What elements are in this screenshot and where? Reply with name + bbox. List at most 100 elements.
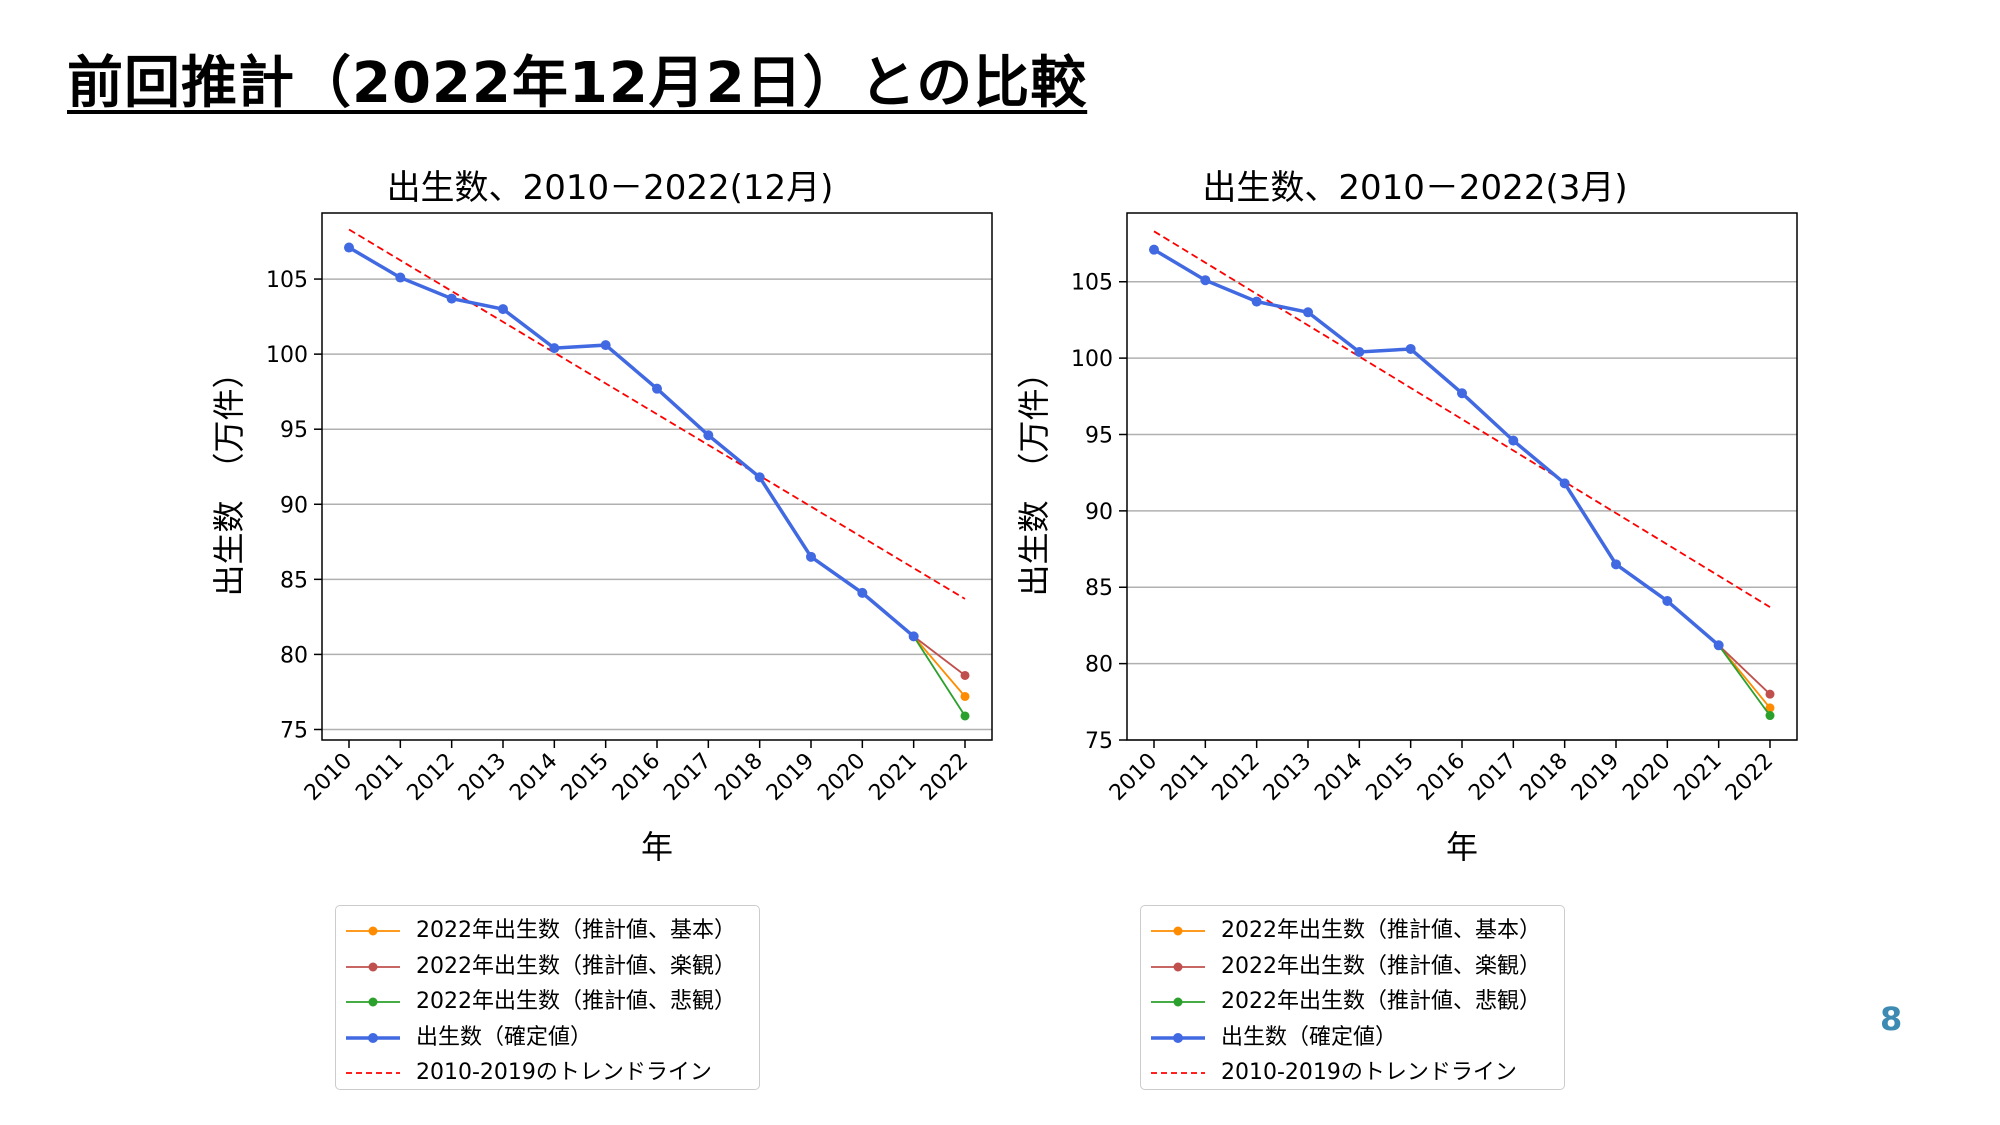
y-tick-label: 100 (1071, 347, 1113, 372)
legend-item: 2010-2019のトレンドライン (1149, 1056, 1559, 1090)
x-tick-label: 2018 (711, 749, 768, 806)
data-point (344, 242, 354, 253)
legend-label: 2022年出生数（推計値、悲観） (1221, 989, 1541, 1014)
data-point (1200, 275, 1211, 286)
legend-marker (1173, 997, 1183, 1007)
x-tick-label: 2012 (1208, 749, 1265, 806)
data-point (806, 551, 816, 562)
legend-label: 2022年出生数（推計値、楽観） (416, 953, 736, 979)
legend-item: 2010-2019のトレンドライン (344, 1056, 754, 1090)
y-tick-label: 85 (280, 568, 308, 593)
y-tick-label: 105 (266, 268, 308, 293)
data-point (754, 472, 765, 483)
legend-item: 2022年出生数（推計値、楽観） (1149, 950, 1559, 984)
x-tick-label: 2019 (762, 749, 819, 806)
series-line (348, 245, 915, 638)
data-point (1662, 595, 1673, 606)
y-tick-label: 85 (1085, 576, 1113, 601)
y-tick-label: 100 (266, 343, 308, 368)
y-tick-label: 95 (280, 418, 308, 443)
data-point (1251, 296, 1262, 307)
legend-marker (368, 926, 378, 936)
legend-marker (1173, 926, 1183, 936)
x-tick-label: 2019 (1567, 749, 1624, 806)
legend-marker (1173, 962, 1183, 971)
x-tick-label: 2017 (1464, 749, 1521, 806)
x-tick-label: 2022 (916, 749, 973, 806)
legend-label: 2022年出生数（推計値、悲観） (416, 989, 736, 1014)
x-tick-label: 2020 (1618, 749, 1675, 806)
trend-line (1153, 230, 1771, 608)
data-point (703, 430, 714, 441)
x-tick-label: 2018 (1516, 749, 1573, 806)
page-number: 8 (1880, 1000, 1903, 1038)
x-tick-label: 2015 (1362, 749, 1419, 806)
y-tick-label: 75 (280, 718, 308, 743)
x-tick-label: 2020 (813, 749, 870, 806)
legend-swatch (346, 1072, 400, 1074)
x-tick-label: 2010 (300, 749, 357, 806)
chart-title: 出生数、2010－2022(3月) (1202, 168, 1628, 208)
legend-marker (368, 962, 378, 971)
legend-marker (368, 997, 378, 1007)
legend-swatch (346, 997, 400, 1007)
legend-swatch (346, 1032, 400, 1043)
legend-item: 2022年出生数（推計値、楽観） (344, 950, 754, 984)
legend-label: 2022年出生数（推計値、基本） (1221, 918, 1541, 943)
legend-swatch (1151, 1072, 1205, 1074)
data-point (1765, 703, 1775, 713)
x-tick-label: 2012 (403, 749, 460, 806)
chart-legend: 2022年出生数（推計値、基本） 2022年出生数（推計値、楽観） 2022年出生数… (1140, 905, 1565, 1090)
series-line (913, 635, 966, 698)
data-point (960, 711, 970, 721)
x-tick-label: 2021 (1670, 749, 1727, 806)
data-point (960, 691, 970, 701)
data-point (1303, 307, 1313, 318)
chart-legend: 2022年出生数（推計値、基本） 2022年出生数（推計値、楽観） 2022年出生数… (335, 905, 760, 1090)
legend-label: 2022年出生数（推計値、楽観） (1221, 953, 1541, 979)
data-point (600, 340, 611, 351)
legend-marker (1173, 1032, 1183, 1043)
data-point (1559, 478, 1570, 489)
data-point (1508, 435, 1519, 446)
chart-march: 出生数、2010－2022(3月) 75 80 85 90 95 100 105 2010 20… (985, 160, 1845, 1100)
x-axis-label: 年 (641, 828, 673, 866)
legend-swatch (1151, 926, 1205, 936)
x-tick-label: 2011 (351, 749, 408, 806)
x-tick-label: 2015 (557, 749, 614, 806)
series-line (912, 635, 966, 717)
legend-item: 2022年出生数（推計値、悲観） (344, 985, 754, 1019)
data-point (1611, 559, 1621, 570)
series-line (913, 635, 966, 677)
x-tick-label: 2016 (1413, 749, 1470, 806)
y-axis-label: 出生数 （万件） (210, 356, 248, 596)
legend-swatch (1151, 997, 1205, 1007)
data-point (1457, 388, 1467, 399)
data-point (960, 670, 970, 680)
legend-swatch (1151, 1032, 1205, 1043)
data-point (395, 272, 406, 283)
x-tick-label: 2022 (1721, 749, 1778, 806)
y-tick-label: 90 (1085, 500, 1113, 525)
data-point (1354, 347, 1365, 358)
legend-item: 2022年出生数（推計値、悲観） (1149, 985, 1559, 1019)
legend-swatch (1151, 962, 1205, 971)
data-point (446, 293, 457, 304)
x-tick-label: 2013 (1259, 749, 1316, 806)
x-axis-label: 年 (1446, 828, 1478, 866)
x-tick-label: 2014 (505, 749, 562, 806)
y-axis-label: 出生数 （万件） (1015, 356, 1053, 596)
y-tick-label: 80 (280, 643, 308, 668)
chart-title: 出生数、2010－2022(12月) (386, 168, 834, 208)
data-point (1765, 711, 1775, 721)
legend-item: 出生数（確定値） (344, 1021, 754, 1055)
legend-label: 出生数（確定値） (1221, 1024, 1398, 1050)
legend-label: 2022年出生数（推計値、基本） (416, 918, 736, 943)
chart-plot: 75 80 85 90 95 100 105 201020112012201320142015… (210, 212, 993, 866)
chart-plot: 75 80 85 90 95 100 105 201020112012201320142015… (1015, 212, 1798, 866)
legend-swatch (346, 962, 400, 971)
x-tick-label: 2016 (608, 749, 665, 806)
legend-swatch (346, 926, 400, 936)
data-point (652, 383, 662, 394)
legend-item: 2022年出生数（推計値、基本） (344, 914, 754, 948)
